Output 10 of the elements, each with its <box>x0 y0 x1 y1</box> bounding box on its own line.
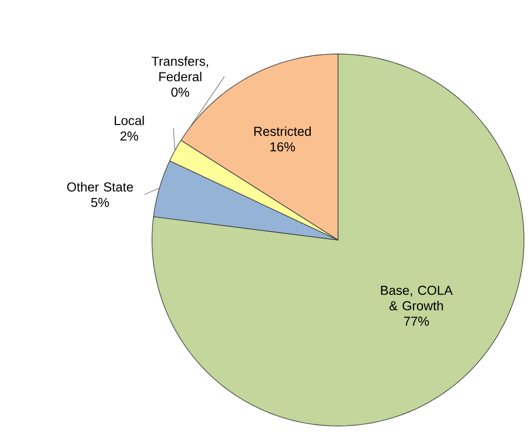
data-label: 5% <box>91 198 109 208</box>
slice-label: Base, COLA & Growth <box>381 286 453 310</box>
category-label: Transfers, Federal <box>152 56 208 82</box>
data-label: 2% <box>120 131 138 141</box>
data-label: 77% <box>404 316 429 326</box>
slice-label: Local <box>114 116 144 126</box>
text: 0% <box>171 88 190 97</box>
slice-label: Other State <box>67 182 133 192</box>
slice-label: Restricted <box>254 126 311 136</box>
data-label: 16% <box>270 142 295 152</box>
